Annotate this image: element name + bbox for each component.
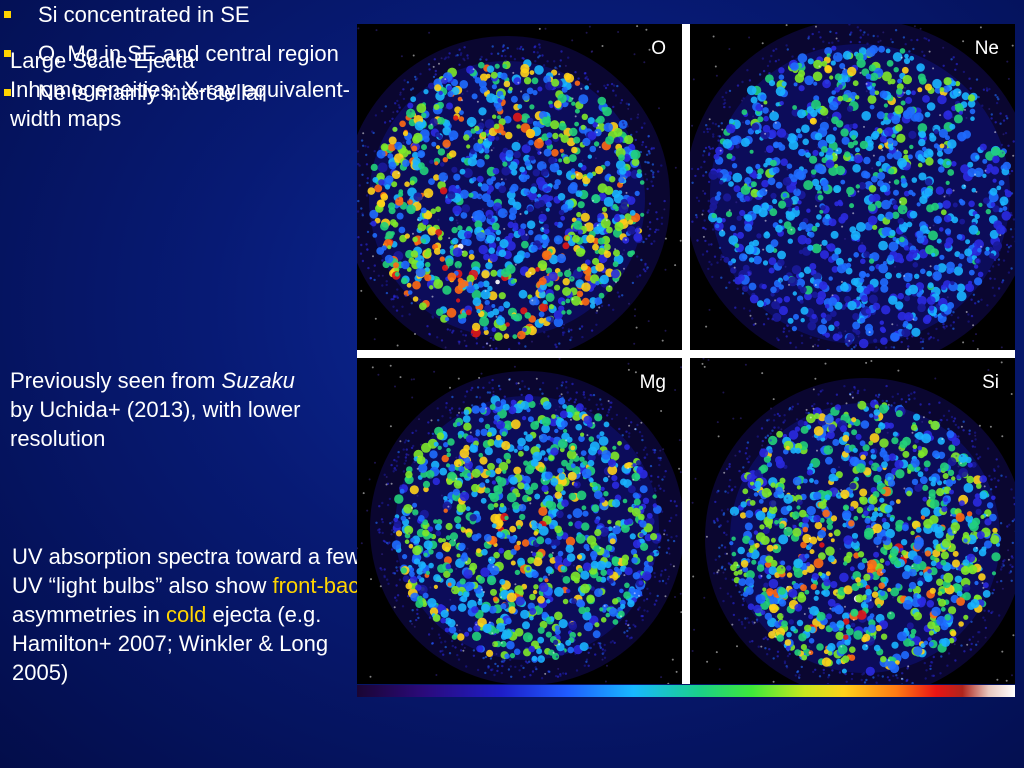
bullet-item: Ne is mainly interstellar: [0, 78, 350, 107]
uv-absorption-text: UV absorption spectra toward a few UV “l…: [12, 542, 372, 687]
map-o-image: [357, 25, 682, 350]
map-ne-image: [690, 24, 1015, 350]
map-ne: Ne: [690, 24, 1015, 350]
map-si-image: [691, 358, 1015, 684]
bullet-list: Si concentrated in SE O, Mg in SE and ce…: [0, 0, 350, 107]
uv-part1: UV absorption spectra toward a few UV “l…: [12, 544, 361, 598]
bullet-text: Ne is mainly interstellar: [38, 80, 266, 105]
square-bullet-icon: [4, 11, 11, 18]
map-label: Mg: [639, 372, 666, 393]
uv-highlight-front-back: front-back: [272, 573, 371, 598]
map-label: Ne: [974, 38, 999, 59]
previous-prefix: Previously seen from: [10, 368, 222, 393]
bullet-text: O, Mg in SE and central region: [38, 41, 339, 66]
bullet-item: Si concentrated in SE: [0, 0, 350, 29]
square-bullet-icon: [4, 89, 11, 96]
uv-highlight-cold: cold: [166, 602, 207, 627]
xray-map-panel: O Ne Mg Si: [357, 24, 1015, 684]
map-label: Si: [982, 372, 999, 393]
color-scale-bar: [357, 685, 1015, 697]
map-label: O: [651, 38, 666, 59]
slide-heading: Large Scale Ejecta Inhomogeneities: X-ra…: [10, 48, 350, 131]
previous-suffix: by Uchida+ (2013), with lower resolution: [10, 397, 301, 451]
map-mg: Mg: [357, 358, 682, 684]
previous-italic: Suzaku: [221, 368, 295, 393]
map-mg-image: [357, 358, 682, 684]
bullet-item: O, Mg in SE and central region: [0, 39, 350, 68]
bullet-text: Si concentrated in SE: [38, 2, 250, 27]
previous-observation-text: Previously seen from Suzaku by Uchida+ (…: [10, 366, 310, 453]
uv-part2: asymmetries in: [12, 602, 167, 627]
uv-part3: ejecta (e.g. Hamilton+ 2007; Winkler & L…: [12, 602, 329, 685]
map-si: Si: [690, 358, 1015, 684]
square-bullet-icon: [4, 50, 11, 57]
map-o: O: [357, 24, 682, 350]
